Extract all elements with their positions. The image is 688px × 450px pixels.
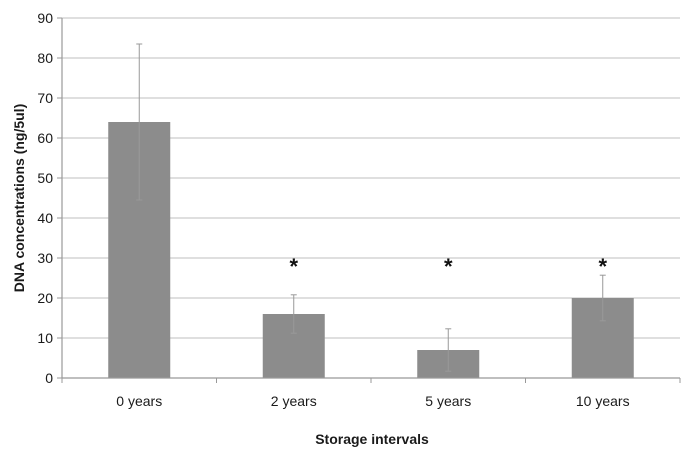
x-tick-label: 5 years <box>425 393 471 409</box>
error-bars <box>136 43 606 372</box>
bars <box>108 122 634 378</box>
significance-asterisk: * <box>444 254 453 279</box>
y-axis-ticks: 0 10 20 30 40 50 60 70 80 90 <box>37 10 62 386</box>
y-tick-label: 90 <box>37 10 53 26</box>
y-tick-label: 70 <box>37 90 53 106</box>
y-tick-label: 10 <box>37 330 53 346</box>
y-tick-label: 0 <box>45 370 53 386</box>
y-tick-label: 80 <box>37 50 53 66</box>
y-tick-label: 50 <box>37 170 53 186</box>
x-tick-label: 0 years <box>116 393 162 409</box>
y-tick-label: 20 <box>37 290 53 306</box>
x-tick-label: 10 years <box>576 393 630 409</box>
y-tick-label: 60 <box>37 130 53 146</box>
y-tick-label: 40 <box>37 210 53 226</box>
significance-asterisk: * <box>598 254 607 279</box>
x-tick-label: 2 years <box>271 393 317 409</box>
significance-markers: * * * <box>289 254 607 279</box>
y-tick-label: 30 <box>37 250 53 266</box>
x-axis-ticks: 0 years 2 years 5 years 10 years <box>61 378 681 409</box>
y-axis-title: DNA concentrations (ng/5ul) <box>11 104 27 293</box>
x-axis-title: Storage intervals <box>315 431 429 447</box>
significance-asterisk: * <box>289 254 298 279</box>
